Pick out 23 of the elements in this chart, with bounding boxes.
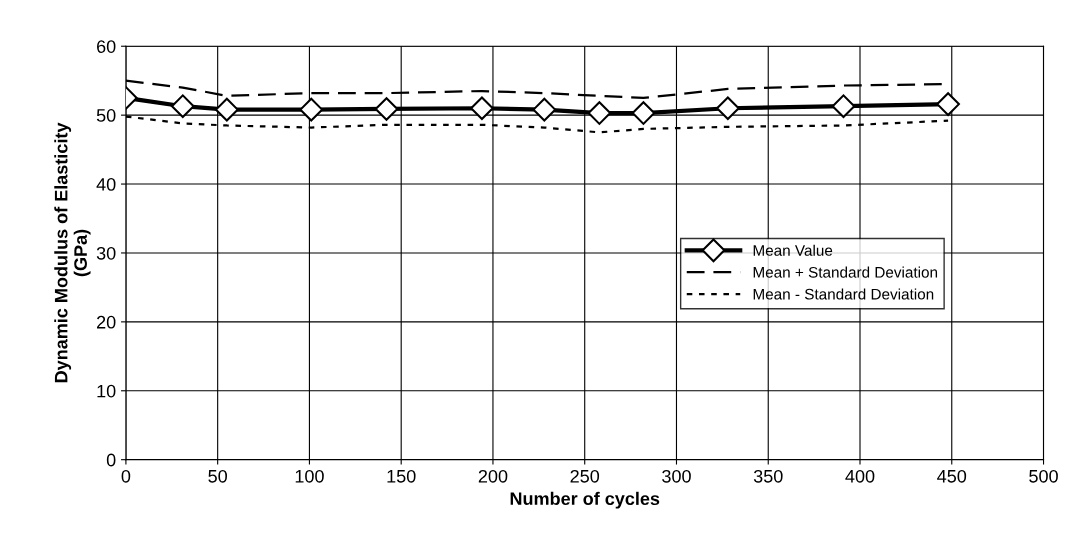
x-tick-label: 100 (295, 469, 324, 483)
y-tick-label: 0 (106, 453, 116, 467)
y-tick-label: 20 (97, 315, 116, 329)
x-tick-label: 500 (1029, 469, 1058, 483)
x-tick-label: 50 (208, 469, 227, 483)
y-tick-label: 30 (96, 246, 116, 260)
y-axis-title: Dynamic Modulus of Elasticity (GPa) (54, 122, 91, 383)
x-axis-title: Number of cycles (510, 491, 660, 509)
x-tick-label: 200 (478, 469, 508, 483)
legend-label: Mean - Standard Deviation (753, 288, 934, 300)
x-tick-label: 0 (121, 469, 131, 483)
legend-label: Mean Value (753, 244, 833, 256)
x-tick-label: 350 (753, 469, 783, 483)
x-tick-label: 250 (570, 469, 600, 483)
y-tick-label: 60 (97, 40, 116, 53)
y-tick-label: 50 (96, 109, 116, 122)
x-tick-label: 300 (662, 469, 691, 483)
x-tick-label: 150 (387, 469, 416, 483)
y-tick-label: 10 (97, 384, 116, 398)
y-tick-label: 40 (96, 177, 116, 191)
x-tick-label: 400 (845, 469, 875, 483)
legend-label: Mean + Standard Deviation (753, 266, 938, 278)
x-tick-label: 450 (937, 469, 967, 483)
